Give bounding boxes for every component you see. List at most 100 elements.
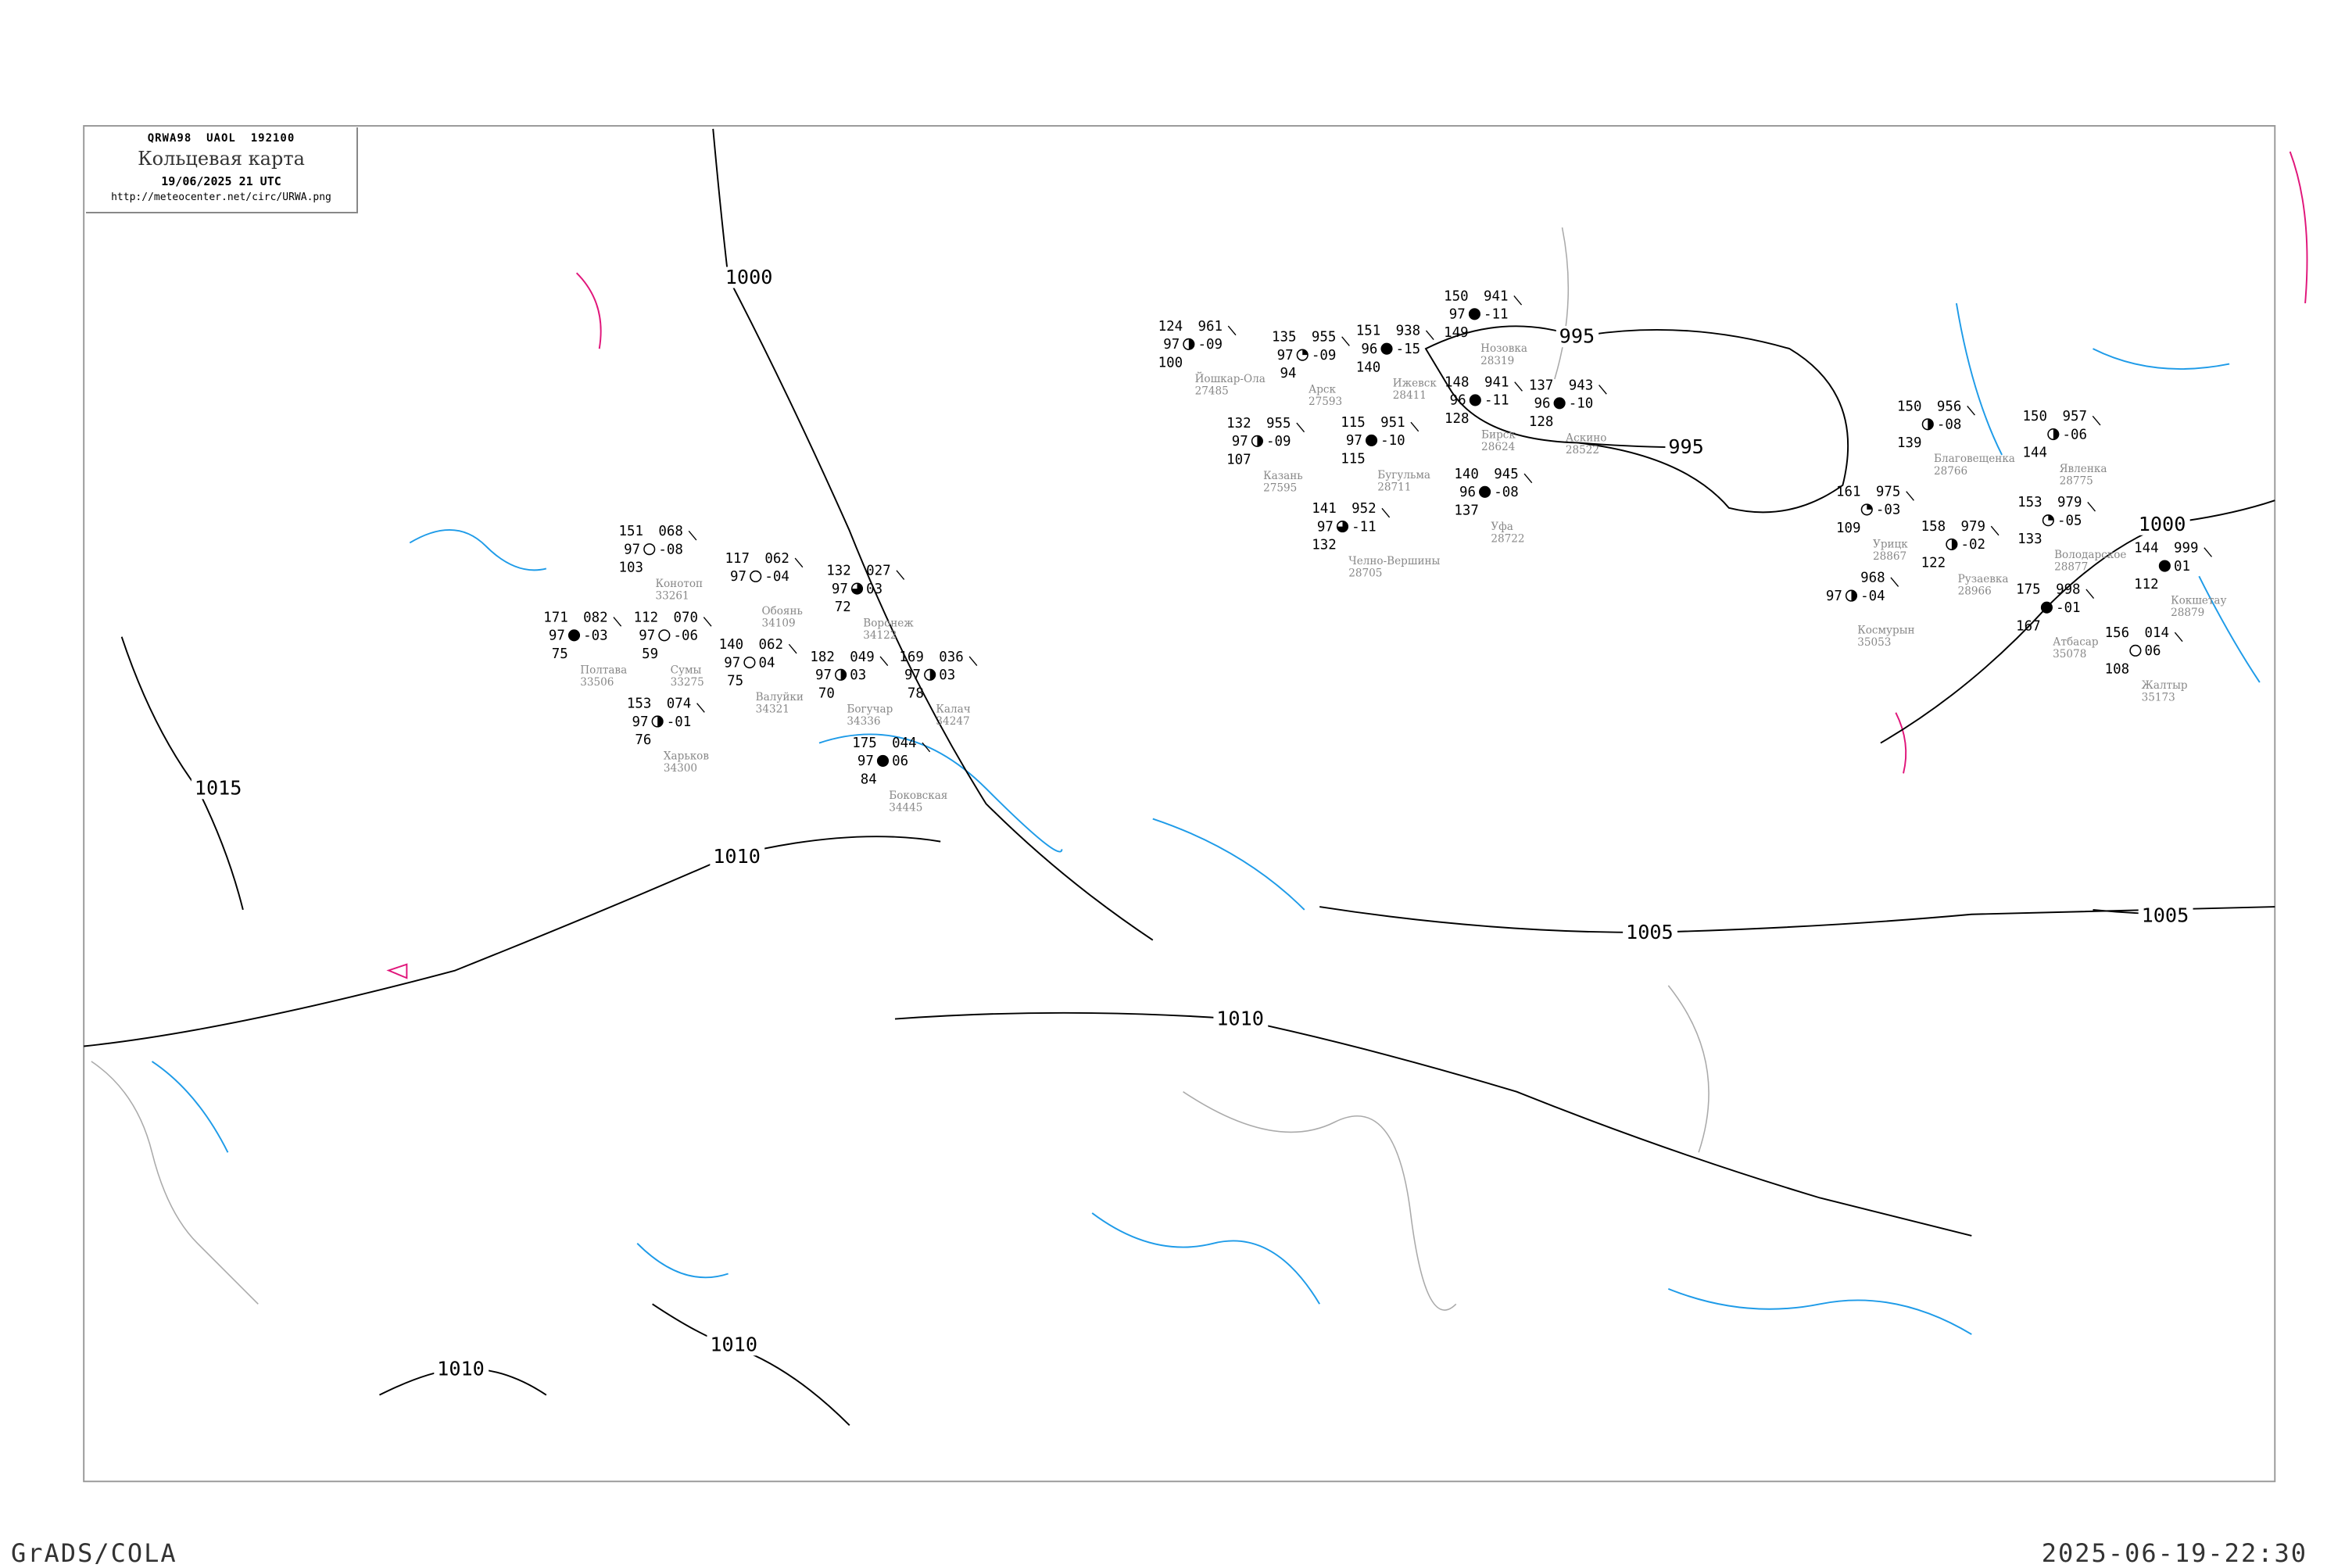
station-mr: -06 (2062, 427, 2087, 442)
coastline (1183, 1091, 1457, 1311)
station-bl: 109 (1836, 521, 1861, 536)
station-tr: 979 (1961, 519, 1986, 535)
station-ml: 97 (1277, 348, 1294, 363)
cloud-cover-icon (1479, 485, 1491, 498)
station-tr: 027 (866, 564, 891, 579)
station-ml: 97 (1449, 307, 1466, 323)
station-bl: 75 (552, 646, 568, 662)
station-tl: 137 (1529, 378, 1554, 393)
pressure-tendency-icon (2085, 589, 2095, 599)
station-tl: 175 (852, 736, 877, 751)
station-id: 28522 (1566, 444, 1599, 456)
station-tr: 062 (764, 551, 789, 567)
station-bl: 139 (1897, 435, 1922, 451)
station-tl: 171 (543, 610, 568, 625)
station-ml: 96 (1534, 396, 1550, 412)
station-bl: 72 (835, 600, 851, 615)
pressure-tendency-icon (1425, 330, 1434, 340)
river (2093, 348, 2230, 370)
station-tl: 150 (1444, 288, 1469, 304)
front-line (1895, 712, 1907, 774)
station-id: 33506 (580, 676, 614, 689)
station-bl: 144 (2023, 446, 2048, 461)
station-ml: 97 (904, 668, 921, 683)
station-tl: 151 (1356, 324, 1381, 339)
isobar-label: 1005 (1626, 921, 1674, 943)
cloud-cover-icon (1365, 434, 1378, 446)
pressure-tendency-icon (794, 557, 804, 568)
station-bl: 70 (818, 686, 835, 701)
station-tl: 132 (826, 564, 851, 579)
map-header-box: QRWA98 UAOL 192100 Кольцевая карта 19/06… (86, 127, 358, 213)
station-id: 28879 (2171, 607, 2204, 619)
pressure-tendency-icon (2204, 547, 2213, 557)
pressure-tendency-icon (1967, 406, 1975, 416)
isobar-label: 1000 (725, 266, 773, 288)
station-bl: 78 (908, 686, 924, 701)
station-name: Уфа (1491, 521, 1513, 533)
station-mr: 06 (2145, 643, 2161, 659)
station-id: 35078 (2053, 648, 2086, 660)
station-mr: 01 (2174, 559, 2190, 575)
station-id: 27485 (1195, 385, 1229, 397)
station-name: Сумы (671, 664, 702, 676)
station-name: Атбасар (2053, 636, 2098, 649)
station-mr: -02 (1961, 537, 1986, 553)
station-id: 34445 (889, 801, 922, 814)
station-mr: -06 (673, 628, 698, 644)
station-tr: 945 (1494, 467, 1519, 482)
cloud-cover-icon (876, 754, 890, 767)
station-tr: 955 (1312, 330, 1336, 345)
station-name: Явленка (2060, 463, 2107, 475)
pressure-tendency-icon (1341, 336, 1350, 346)
station-bl: 108 (2105, 661, 2130, 677)
station-bl: 94 (1280, 366, 1296, 381)
pressure-tendency-icon (1906, 491, 1914, 501)
station-id: 34336 (847, 715, 880, 728)
pressure-tendency-icon (703, 617, 712, 627)
station-id: 27593 (1309, 396, 1342, 408)
station-bl: 84 (861, 772, 877, 788)
station-id: 34300 (664, 762, 697, 775)
pressure-tendency-icon (922, 742, 931, 753)
station-id: 34122 (863, 629, 897, 642)
isobar-label: 1010 (710, 1333, 757, 1355)
front-line (386, 963, 408, 979)
station-id: 28775 (2060, 475, 2093, 488)
coastline (1667, 985, 1710, 1153)
cloud-cover-icon (2040, 601, 2053, 614)
station-name: Урицк (1873, 538, 1908, 550)
station-ml: 97 (624, 542, 640, 557)
station-mr: -01 (2056, 600, 2081, 616)
pressure-tendency-icon (1381, 507, 1391, 518)
station-tr: 951 (1380, 415, 1405, 431)
station-ml: 97 (857, 754, 874, 769)
bulletin-code: QRWA98 UAOL 192100 (147, 132, 295, 145)
station-bl: 107 (1226, 452, 1251, 467)
pressure-tendency-icon (1410, 421, 1420, 432)
station-id: 33275 (671, 676, 704, 689)
station-tr: 952 (1352, 501, 1377, 517)
station-name: Обоянь (761, 605, 802, 618)
station-tl: 153 (627, 696, 652, 712)
station-mr: 03 (850, 668, 866, 683)
station-id: 28705 (1348, 567, 1382, 580)
pressure-tendency-icon (968, 656, 978, 667)
station-tr: 998 (2056, 582, 2081, 598)
station-tr: 999 (2174, 541, 2199, 557)
station-tr: 938 (1396, 324, 1421, 339)
station-ml: 97 (1163, 337, 1180, 353)
river (2198, 575, 2261, 683)
station-mr: -11 (1484, 393, 1509, 409)
station-bl: 128 (1529, 414, 1554, 430)
station-id: 34109 (761, 617, 795, 629)
station-bl: 132 (1312, 538, 1337, 553)
